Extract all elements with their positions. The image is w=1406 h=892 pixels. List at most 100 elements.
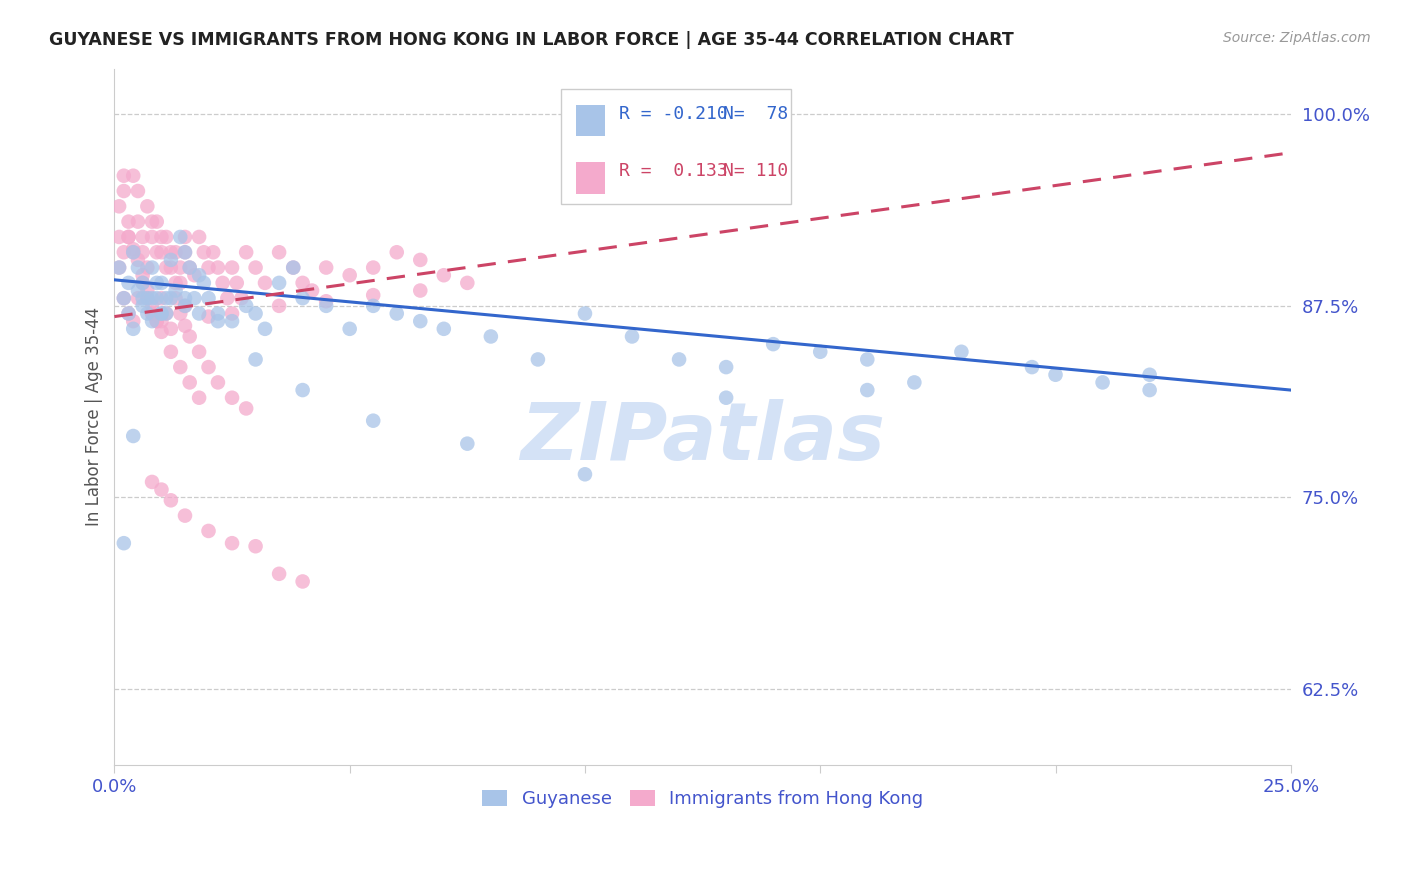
Point [160,493,183,508]
Point [183,291,205,305]
Point [1021,360,1043,375]
Point [269,299,291,313]
Point [169,260,191,275]
Point [245,352,267,367]
Point [409,284,432,298]
Point [136,306,159,320]
Point [117,214,139,228]
Point [141,214,163,228]
Point [174,245,197,260]
Point [136,284,159,298]
Point [127,284,149,298]
Point [160,260,183,275]
Point [145,291,167,305]
Point [197,310,219,324]
Point [165,245,187,260]
Point [150,314,173,328]
Point [160,344,183,359]
Text: R = -0.210: R = -0.210 [619,104,728,123]
Point [409,314,432,328]
Point [197,524,219,538]
Point [160,291,183,305]
Point [179,329,201,343]
Point [211,276,233,290]
Point [188,391,211,405]
Point [361,288,384,302]
Point [188,268,211,283]
Point [108,260,131,275]
Point [122,245,145,260]
Point [141,314,163,328]
Point [117,306,139,320]
Point [122,245,145,260]
Point [762,337,785,351]
Point [221,314,243,328]
Point [197,360,219,375]
Point [112,169,135,183]
Point [131,230,153,244]
Point [527,352,550,367]
Point [231,291,253,305]
Point [112,184,135,198]
Point [315,294,337,309]
Point [141,291,163,305]
Point [136,291,159,305]
Point [165,284,187,298]
Point [856,352,879,367]
Point [155,291,177,305]
Point [122,322,145,336]
Point [174,245,197,260]
Point [131,276,153,290]
Point [127,214,149,228]
Point [179,260,201,275]
Text: ZIPatlas: ZIPatlas [520,399,886,476]
Point [150,291,173,305]
Point [621,329,644,343]
FancyBboxPatch shape [575,161,605,194]
Point [160,322,183,336]
Point [112,291,135,305]
Point [1139,383,1161,397]
Point [174,230,197,244]
Text: N= 110: N= 110 [723,162,787,180]
Point [169,230,191,244]
Point [136,199,159,213]
Point [291,383,314,397]
Point [221,536,243,550]
Point [136,260,159,275]
Point [150,306,173,320]
Point [197,291,219,305]
Point [141,260,163,275]
Point [174,291,197,305]
Point [127,184,149,198]
Point [235,299,257,313]
Point [291,276,314,290]
Point [117,230,139,244]
Point [179,260,201,275]
Point [903,376,925,390]
Point [315,260,337,275]
Legend: Guyanese, Immigrants from Hong Kong: Guyanese, Immigrants from Hong Kong [475,782,931,815]
Point [479,329,502,343]
Point [117,276,139,290]
Point [174,299,197,313]
Point [150,306,173,320]
Point [174,508,197,523]
Point [169,360,191,375]
Point [150,483,173,497]
Point [131,299,153,313]
Point [145,245,167,260]
Point [221,306,243,320]
Point [188,306,211,320]
Point [141,299,163,313]
Point [361,260,384,275]
Point [315,299,337,313]
Point [235,245,257,260]
Point [165,276,187,290]
Point [283,260,305,275]
Point [155,306,177,320]
Point [183,268,205,283]
Point [856,383,879,397]
Point [145,276,167,290]
Point [221,391,243,405]
